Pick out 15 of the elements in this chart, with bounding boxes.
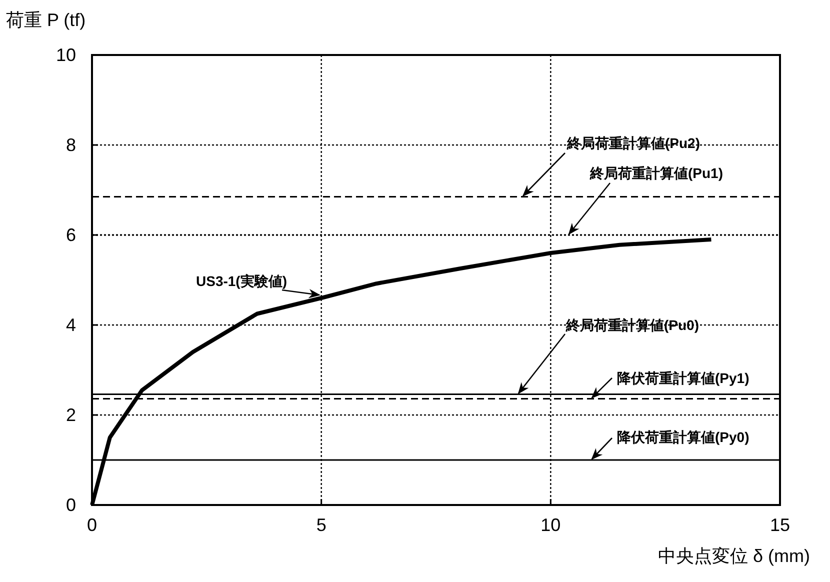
y-tick-label: 6 — [66, 225, 76, 245]
ref-line-label: 降伏荷重計算値(Py1) — [617, 370, 750, 386]
y-tick-label: 4 — [66, 315, 76, 335]
x-tick-label: 5 — [316, 515, 326, 535]
ref-line-label: 終局荷重計算値(Pu1) — [589, 165, 723, 181]
y-tick-label: 2 — [66, 405, 76, 425]
y-tick-label: 8 — [66, 135, 76, 155]
y-axis-title: 荷重 P (tf) — [6, 10, 86, 30]
y-tick-label: 10 — [56, 45, 76, 65]
x-axis-title: 中央点変位 δ (mm) — [658, 546, 810, 566]
x-tick-label: 0 — [86, 515, 98, 535]
ref-line-label: 降伏荷重計算値(Py0) — [617, 429, 750, 445]
y-tick-label: 0 — [66, 495, 76, 515]
x-tick-label: 15 — [770, 515, 790, 535]
x-tick-label: 10 — [540, 515, 561, 535]
